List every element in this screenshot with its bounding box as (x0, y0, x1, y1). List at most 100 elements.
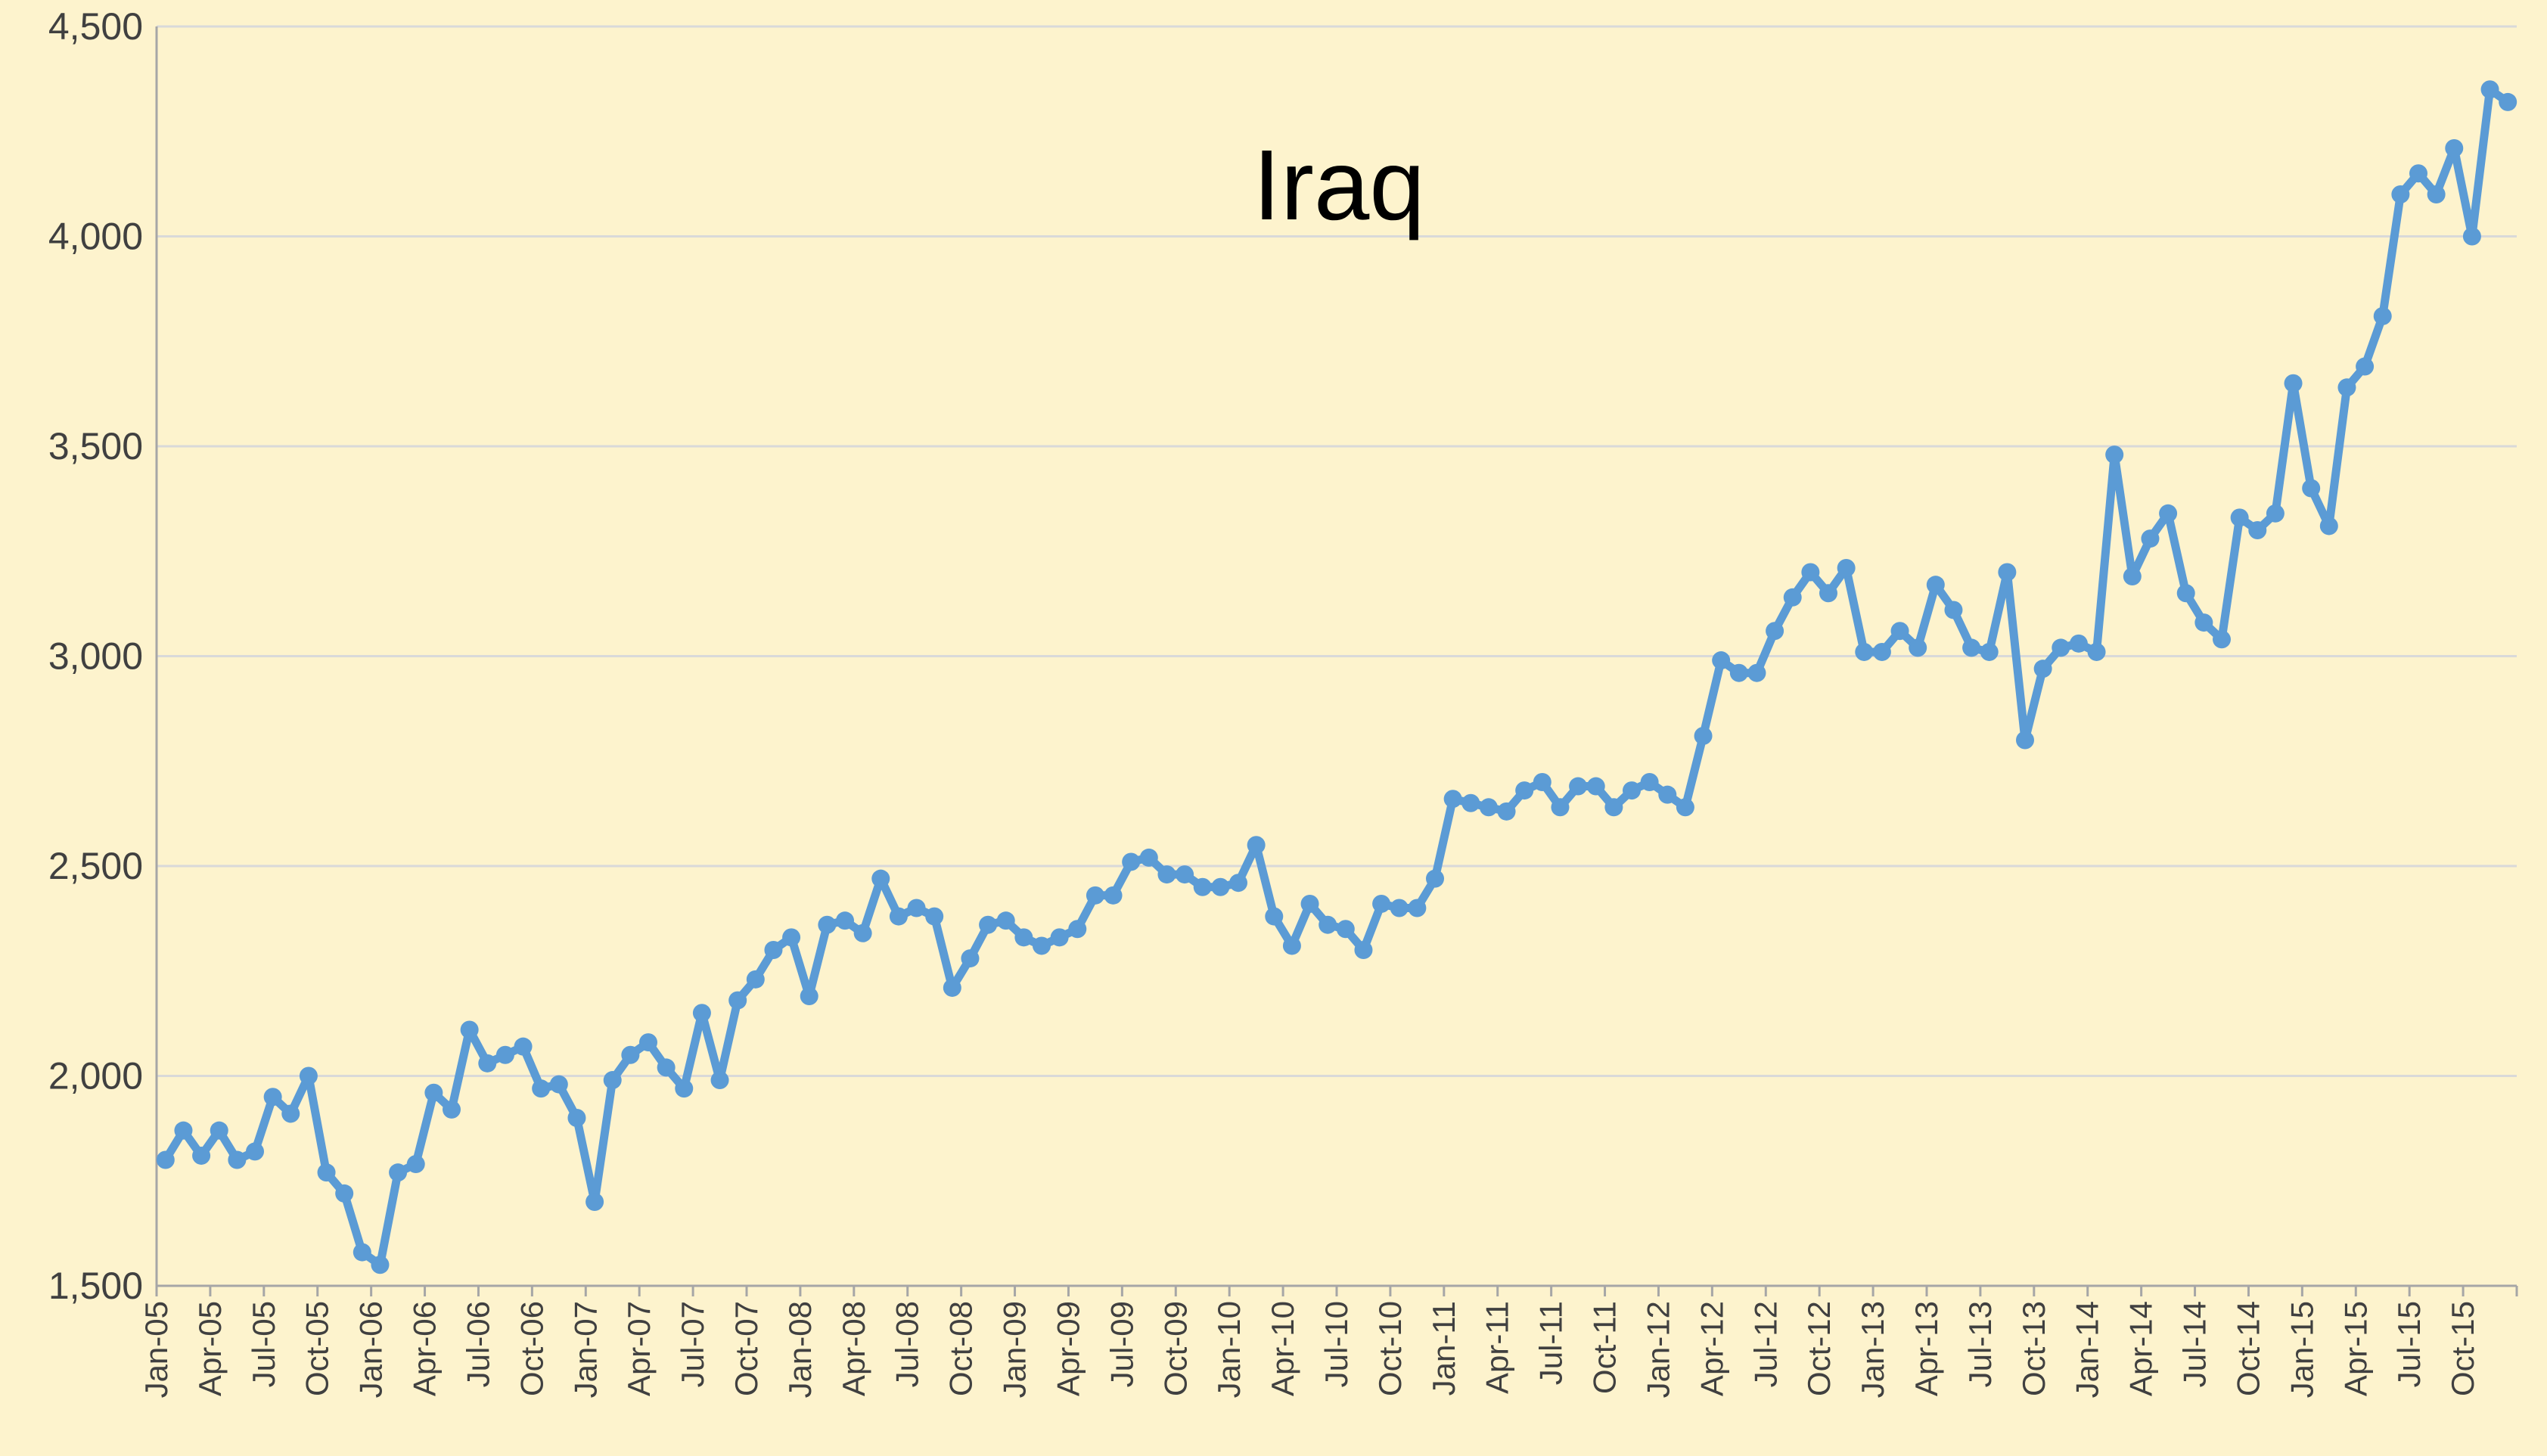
data-point (2052, 638, 2070, 657)
x-tick-label: Apr-09 (1050, 1301, 1086, 1396)
data-point (782, 928, 801, 947)
data-point (2141, 529, 2160, 548)
x-tick-label: Jan-15 (2284, 1301, 2319, 1398)
data-point (603, 1071, 622, 1090)
data-point (1265, 907, 1284, 926)
x-tick-label: Jan-11 (1426, 1301, 1461, 1395)
data-point (2445, 138, 2464, 157)
data-point (1229, 874, 1247, 893)
data-point (1944, 601, 1963, 619)
data-point (2016, 731, 2034, 750)
x-tick-label: Jul-11 (1533, 1301, 1569, 1385)
data-point (353, 1243, 371, 1262)
x-tick-label: Apr-15 (2337, 1301, 2373, 1396)
x-tick-label: Jul-12 (1747, 1301, 1783, 1387)
data-point (192, 1146, 211, 1165)
data-point (1801, 563, 1820, 582)
data-point (1890, 622, 1909, 641)
data-point (443, 1100, 461, 1119)
data-point (2337, 378, 2356, 397)
data-point (1729, 663, 1748, 682)
data-point (1336, 920, 1355, 939)
data-point (2480, 80, 2499, 99)
data-point (1461, 793, 1480, 812)
y-tick-label: 3,500 (48, 425, 143, 467)
x-tick-label: Jan-05 (138, 1301, 174, 1398)
data-point (478, 1054, 497, 1073)
gridlines (157, 25, 2517, 1077)
x-tick-label: Oct-11 (1587, 1301, 1623, 1394)
data-point (1586, 777, 1605, 796)
data-point (1319, 915, 1337, 934)
x-tick-label: Apr-14 (2123, 1301, 2159, 1396)
y-tick-label: 4,000 (48, 216, 143, 258)
data-point (1354, 941, 1373, 959)
data-point (1855, 642, 1874, 661)
data-point (424, 1083, 443, 1102)
data-point (657, 1058, 676, 1077)
x-tick-label: Jul-15 (2391, 1301, 2427, 1387)
data-point (621, 1045, 640, 1064)
y-tick-label: 3,000 (48, 635, 143, 678)
data-point (2213, 630, 2231, 649)
x-tick-label: Jan-13 (1855, 1301, 1890, 1398)
data-point (281, 1104, 300, 1123)
data-point (1909, 638, 1927, 657)
data-point (2356, 357, 2375, 376)
data-point (228, 1150, 247, 1169)
x-tick-label: Jan-06 (353, 1301, 389, 1398)
x-tick-label: Jul-09 (1104, 1301, 1139, 1387)
x-tick-label: Oct-07 (728, 1301, 764, 1396)
data-point (2248, 521, 2267, 539)
x-tick-label: Jul-14 (2177, 1301, 2213, 1387)
data-point (2302, 479, 2321, 498)
data-point (1050, 928, 1069, 947)
data-point (1282, 936, 1301, 955)
data-point (1139, 848, 1158, 867)
data-point (800, 987, 818, 1006)
data-point (639, 1033, 657, 1052)
data-point (585, 1193, 604, 1211)
data-point (1247, 836, 1266, 855)
data-point (979, 915, 998, 934)
data-point (1658, 785, 1677, 804)
data-point (1372, 894, 1391, 913)
data-point (1033, 936, 1051, 955)
data-point (156, 1150, 175, 1169)
data-point (460, 1020, 479, 1039)
y-tick-label: 4,500 (48, 5, 143, 48)
x-tick-label: Apr-13 (1909, 1301, 1944, 1396)
data-point (1515, 781, 1534, 800)
data-point (1712, 651, 1731, 670)
data-point (246, 1142, 264, 1161)
x-tick-label: Jan-12 (1640, 1301, 1676, 1398)
x-tick-label: Oct-06 (514, 1301, 549, 1396)
data-point (1980, 642, 1999, 661)
x-tick-label: Jan-07 (567, 1301, 603, 1398)
x-tick-label: Jul-10 (1319, 1301, 1354, 1387)
axes (155, 26, 2518, 1296)
data-point (1783, 588, 1802, 607)
data-point (1962, 638, 1981, 657)
data-point (1998, 563, 2017, 582)
x-tick-label: Jan-10 (1211, 1301, 1247, 1398)
data-point (263, 1088, 282, 1107)
data-point (532, 1079, 551, 1098)
data-point (1569, 777, 1588, 796)
data-point (996, 911, 1015, 930)
data-point (1819, 584, 1837, 603)
data-point (371, 1256, 390, 1274)
data-point (1443, 790, 1462, 809)
data-point (1408, 899, 1427, 917)
data-point (818, 915, 837, 934)
data-point (2266, 504, 2285, 523)
data-point (1551, 798, 1570, 817)
data-point (2105, 445, 2124, 464)
data-point (2159, 504, 2178, 523)
data-point (1497, 802, 1516, 821)
data-point (710, 1071, 729, 1090)
data-point (1157, 865, 1176, 884)
x-tick-label: Oct-12 (1801, 1301, 1837, 1396)
x-tick-label: Apr-10 (1265, 1301, 1300, 1396)
